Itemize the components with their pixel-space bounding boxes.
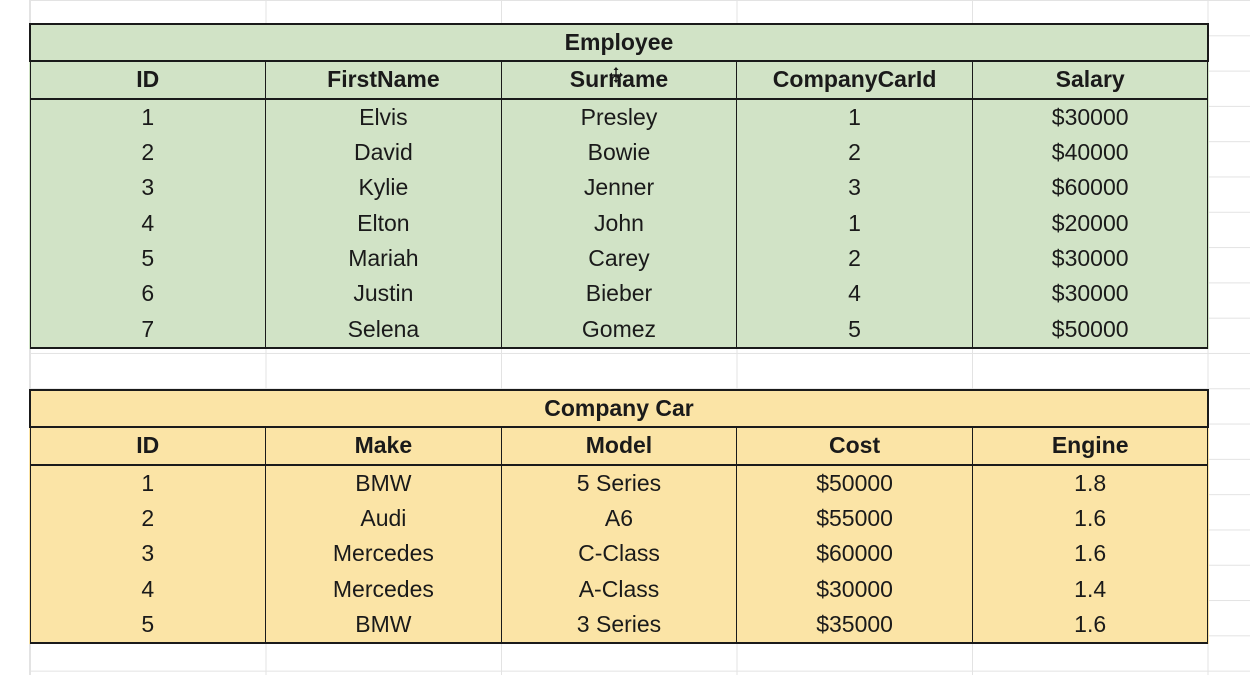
- cell-make[interactable]: BMW: [265, 606, 502, 645]
- table-row: 1 BMW 5 Series $50000 1.8: [29, 464, 1209, 501]
- cell-firstname[interactable]: David: [265, 134, 502, 171]
- cell-firstname[interactable]: Selena: [265, 311, 502, 349]
- cell-engine[interactable]: 1.6: [971, 606, 1209, 645]
- cell-id[interactable]: 3: [29, 536, 267, 572]
- cell-id[interactable]: 5: [29, 240, 267, 277]
- cell-make[interactable]: Audi: [265, 500, 502, 537]
- cell-salary[interactable]: $30000: [971, 276, 1209, 312]
- table-row: 3 Mercedes C-Class $60000 1.6: [29, 536, 1209, 572]
- cell-engine[interactable]: 1.6: [971, 536, 1209, 572]
- cell-firstname[interactable]: Mariah: [265, 240, 502, 277]
- cell-engine[interactable]: 1.6: [971, 500, 1209, 537]
- employee-table: Employee ID FirstName Surname CompanyCar…: [29, 22, 1209, 349]
- cell-surname[interactable]: Bieber: [500, 276, 738, 312]
- cell-model[interactable]: A-Class: [500, 571, 738, 607]
- cell-make[interactable]: BMW: [265, 464, 502, 501]
- column-header-companycarid[interactable]: CompanyCarId: [736, 61, 973, 100]
- company-car-table: Company Car ID Make Model Cost Engine 1 …: [29, 388, 1209, 645]
- cell-salary[interactable]: $30000: [971, 98, 1209, 135]
- employee-title[interactable]: Employee: [29, 22, 1209, 63]
- column-header-id[interactable]: ID: [29, 427, 267, 466]
- table-row: 6 Justin Bieber 4 $30000: [29, 276, 1209, 312]
- cell-firstname[interactable]: Elton: [265, 205, 502, 241]
- cell-id[interactable]: 2: [29, 500, 267, 537]
- employee-title-row: Employee: [29, 22, 1209, 63]
- column-header-salary[interactable]: Salary: [971, 61, 1209, 100]
- company-car-header-row: ID Make Model Cost Engine: [29, 427, 1209, 466]
- cell-companycarid[interactable]: 2: [736, 134, 973, 171]
- cell-companycarid[interactable]: 2: [736, 240, 973, 277]
- cell-surname[interactable]: Presley: [500, 98, 738, 135]
- cell-id[interactable]: 2: [29, 134, 267, 171]
- cell-cost[interactable]: $55000: [736, 500, 973, 537]
- table-row: 4 Mercedes A-Class $30000 1.4: [29, 571, 1209, 607]
- table-row: 3 Kylie Jenner 3 $60000: [29, 170, 1209, 206]
- cell-firstname[interactable]: Elvis: [265, 98, 502, 135]
- cell-id[interactable]: 1: [29, 464, 267, 501]
- cell-surname[interactable]: Bowie: [500, 134, 738, 171]
- cell-salary[interactable]: $20000: [971, 205, 1209, 241]
- cell-engine[interactable]: 1.4: [971, 571, 1209, 607]
- table-row: 1 Elvis Presley 1 $30000: [29, 98, 1209, 135]
- cell-firstname[interactable]: Justin: [265, 276, 502, 312]
- column-header-model[interactable]: Model: [500, 427, 738, 466]
- cell-id[interactable]: 3: [29, 170, 267, 206]
- row-header-column: [0, 0, 30, 675]
- column-header-cost[interactable]: Cost: [736, 427, 973, 466]
- cell-salary[interactable]: $60000: [971, 170, 1209, 206]
- table-row: 2 David Bowie 2 $40000: [29, 134, 1209, 171]
- cell-salary[interactable]: $50000: [971, 311, 1209, 349]
- cell-id[interactable]: 4: [29, 571, 267, 607]
- column-header-surname[interactable]: Surname: [500, 61, 738, 100]
- cell-model[interactable]: 3 Series: [500, 606, 738, 645]
- company-car-title-row: Company Car: [29, 388, 1209, 429]
- cell-cost[interactable]: $50000: [736, 464, 973, 501]
- cell-surname[interactable]: Gomez: [500, 311, 738, 349]
- table-row: 2 Audi A6 $55000 1.6: [29, 500, 1209, 537]
- cell-engine[interactable]: 1.8: [971, 464, 1209, 501]
- table-row: 4 Elton John 1 $20000: [29, 205, 1209, 241]
- cell-model[interactable]: C-Class: [500, 536, 738, 572]
- cell-companycarid[interactable]: 5: [736, 311, 973, 349]
- cell-cost[interactable]: $30000: [736, 571, 973, 607]
- column-header-id[interactable]: ID: [29, 61, 267, 100]
- table-row: 7 Selena Gomez 5 $50000: [29, 311, 1209, 349]
- cell-id[interactable]: 5: [29, 606, 267, 645]
- cell-model[interactable]: A6: [500, 500, 738, 537]
- cell-id[interactable]: 4: [29, 205, 267, 241]
- company-car-title[interactable]: Company Car: [29, 388, 1209, 429]
- cell-companycarid[interactable]: 3: [736, 170, 973, 206]
- cell-companycarid[interactable]: 1: [736, 205, 973, 241]
- cell-id[interactable]: 1: [29, 98, 267, 135]
- cell-cost[interactable]: $60000: [736, 536, 973, 572]
- cell-make[interactable]: Mercedes: [265, 536, 502, 572]
- employee-header-row: ID FirstName Surname CompanyCarId Salary: [29, 61, 1209, 100]
- cell-companycarid[interactable]: 4: [736, 276, 973, 312]
- cell-surname[interactable]: John: [500, 205, 738, 241]
- cell-model[interactable]: 5 Series: [500, 464, 738, 501]
- cell-salary[interactable]: $40000: [971, 134, 1209, 171]
- table-row: 5 BMW 3 Series $35000 1.6: [29, 606, 1209, 645]
- cell-surname[interactable]: Carey: [500, 240, 738, 277]
- column-header-make[interactable]: Make: [265, 427, 502, 466]
- cell-surname[interactable]: Jenner: [500, 170, 738, 206]
- cell-make[interactable]: Mercedes: [265, 571, 502, 607]
- cell-firstname[interactable]: Kylie: [265, 170, 502, 206]
- cell-cost[interactable]: $35000: [736, 606, 973, 645]
- table-row: 5 Mariah Carey 2 $30000: [29, 240, 1209, 277]
- column-header-firstname[interactable]: FirstName: [265, 61, 502, 100]
- column-header-engine[interactable]: Engine: [971, 427, 1209, 466]
- cell-salary[interactable]: $30000: [971, 240, 1209, 277]
- cell-companycarid[interactable]: 1: [736, 98, 973, 135]
- cell-id[interactable]: 7: [29, 311, 267, 349]
- cell-id[interactable]: 6: [29, 276, 267, 312]
